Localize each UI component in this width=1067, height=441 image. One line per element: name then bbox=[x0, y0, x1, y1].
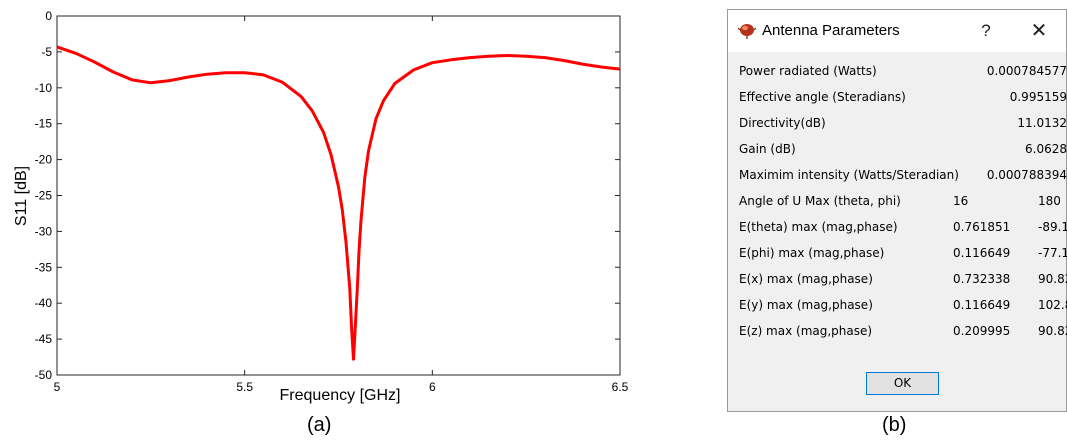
ok-button[interactable]: OK bbox=[866, 372, 939, 395]
y-axis-ticks: 0 -5 -10 -15 -20 -25 -30 -35 -40 -45 -50 bbox=[35, 9, 620, 382]
close-button[interactable]: ✕ bbox=[1030, 20, 1048, 42]
y-tick-label: -50 bbox=[35, 368, 53, 382]
param-label: Angle of U Max (theta, phi) bbox=[739, 194, 901, 208]
x-tick-label: 6 bbox=[429, 380, 436, 394]
x-tick-label: 5 bbox=[54, 380, 61, 394]
series-line bbox=[56, 45, 621, 361]
x-tick-label: 5.5 bbox=[236, 380, 253, 394]
help-button[interactable]: ? bbox=[981, 21, 991, 40]
param-value: 0.995159 bbox=[1009, 90, 1067, 104]
y-tick-label: -5 bbox=[41, 45, 52, 59]
param-label: Effective angle (Steradians) bbox=[739, 90, 906, 104]
param-label: Gain (dB) bbox=[739, 142, 796, 156]
param-value-1: 0.116649 bbox=[953, 298, 1011, 312]
param-value-2: 90.82 bbox=[1038, 324, 1067, 338]
dialog-titlebar[interactable]: Antenna Parameters ? ✕ bbox=[728, 10, 1066, 52]
param-value-2: 180 bbox=[1038, 194, 1061, 208]
y-tick-label: -15 bbox=[35, 117, 53, 131]
y-tick-label: -40 bbox=[35, 296, 53, 310]
param-value: 6.0628 bbox=[1025, 142, 1067, 156]
x-axis-label: Frequency [GHz] bbox=[280, 387, 401, 404]
caption-b: (b) bbox=[882, 414, 907, 436]
s11-chart: 5 5.5 6 6.5 0-5-10-15-20-25-30-35-40-45-50 … bbox=[13, 9, 629, 404]
y-tick-label: -10 bbox=[35, 81, 53, 95]
param-value: 0.000784577 bbox=[986, 64, 1067, 78]
param-value-2: 102.815 bbox=[1038, 298, 1067, 312]
y-axis-label: S11 [dB] bbox=[13, 166, 30, 226]
param-label: E(y) max (mag,phase) bbox=[739, 298, 873, 312]
y-tick-label: -25 bbox=[35, 189, 53, 203]
param-value-1: 0.761851 bbox=[953, 220, 1011, 234]
dialog-title: Antenna Parameters bbox=[762, 22, 900, 39]
antenna-parameters-dialog: Antenna Parameters ? ✕ Power radiated (W… bbox=[727, 9, 1067, 412]
y-tick-label: -30 bbox=[35, 224, 53, 238]
param-value-2: 90.82 bbox=[1038, 272, 1067, 286]
param-label: Directivity(dB) bbox=[739, 116, 826, 130]
param-value-1: 0.209995 bbox=[953, 324, 1011, 338]
caption-a: (a) bbox=[307, 414, 332, 436]
app-icon bbox=[738, 24, 756, 39]
x-tick-label: 6.5 bbox=[612, 380, 629, 394]
param-value-1: 0.732338 bbox=[953, 272, 1011, 286]
param-value-2: -77.185 bbox=[1038, 246, 1067, 260]
param-value-1: 16 bbox=[953, 194, 969, 208]
y-tick-label: -20 bbox=[35, 153, 53, 167]
y-tick-label: 0 bbox=[45, 9, 52, 23]
x-axis-ticks: 5 5.5 6 6.5 bbox=[54, 16, 629, 394]
param-label: Power radiated (Watts) bbox=[739, 64, 877, 78]
param-value-2: -89.18 bbox=[1038, 220, 1067, 234]
param-label: E(phi) max (mag,phase) bbox=[739, 246, 885, 260]
param-value-1: 0.116649 bbox=[953, 246, 1011, 260]
y-tick-label: -45 bbox=[35, 332, 53, 346]
param-label: E(z) max (mag,phase) bbox=[739, 324, 873, 338]
param-label: E(theta) max (mag,phase) bbox=[739, 220, 898, 234]
param-value: 0.000788394 bbox=[986, 168, 1067, 182]
param-value: 11.0132 bbox=[1017, 116, 1067, 130]
param-label: Maximim intensity (Watts/Steradian) bbox=[739, 168, 959, 182]
param-label: E(x) max (mag,phase) bbox=[739, 272, 873, 286]
y-tick-label: -35 bbox=[35, 260, 53, 274]
